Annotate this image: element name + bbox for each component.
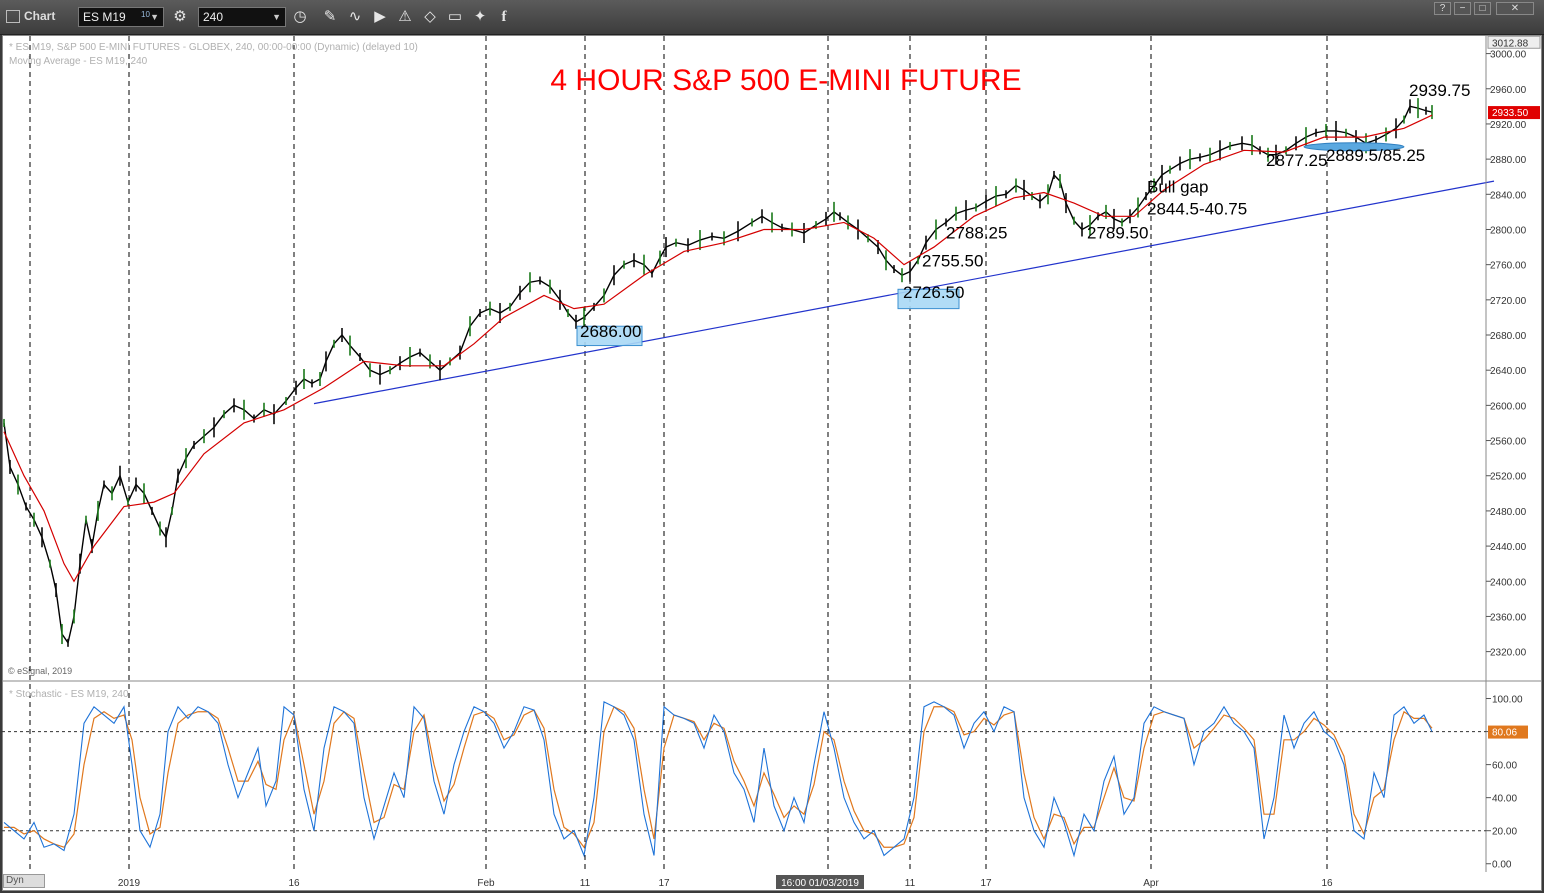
line-tool-icon[interactable]: ∿: [348, 8, 362, 25]
price-annotation: 2877.25: [1266, 151, 1327, 170]
stochastic-k-line: [3, 700, 1433, 858]
moving-average-line: [3, 114, 1433, 583]
x-tick-label: 17: [658, 878, 670, 889]
price-annotation: Bull gap: [1147, 178, 1208, 197]
top-price-label: 3012.88: [1492, 38, 1529, 49]
y-tick-label: 2960.00: [1490, 85, 1527, 96]
x-tick-label: 11: [580, 878, 591, 889]
symbol-superscript: 10: [141, 10, 150, 19]
highlight-ellipse: [1303, 142, 1405, 152]
settings-icon[interactable]: ⚙: [173, 8, 187, 25]
minimize-button[interactable]: −: [1454, 2, 1471, 15]
interval-value: 240: [203, 10, 224, 24]
grid-lines: [2, 36, 1542, 872]
help-button[interactable]: ?: [1434, 2, 1451, 15]
symbol-input[interactable]: ES M19 10 ▼: [78, 7, 164, 27]
y-tick-label: 2400.00: [1490, 577, 1527, 588]
y-tick-label: 2520.00: [1490, 472, 1527, 483]
dynamic-mode-button[interactable]: Dyn: [3, 874, 45, 888]
chevron-down-icon[interactable]: ▼: [272, 12, 281, 22]
y-tick-label: 2840.00: [1490, 190, 1527, 201]
app-name: Chart: [24, 9, 56, 23]
crosshair-date-label: 16:00 01/03/2019: [781, 878, 859, 889]
y-tick-label: 2760.00: [1490, 261, 1527, 272]
dyn-label: Dyn: [6, 875, 24, 886]
highlight-box: [576, 325, 643, 347]
stoch-last-value-box: [1488, 725, 1528, 739]
facebook-icon[interactable]: f: [501, 9, 507, 25]
price-layer: [3, 98, 1433, 647]
last-price-label: 2933.50: [1492, 108, 1529, 119]
close-button[interactable]: ✕: [1496, 2, 1534, 15]
maximize-button[interactable]: □: [1474, 2, 1491, 15]
x-tick-label: 11: [905, 878, 916, 889]
y-tick-label: 2600.00: [1490, 401, 1527, 412]
stoch-y-tick-label: 40.00: [1492, 794, 1517, 805]
stoch-y-tick-label: 20.00: [1492, 827, 1517, 838]
twitter-icon[interactable]: ✦: [473, 8, 487, 25]
stoch-last-value-label: 80.06: [1492, 728, 1517, 739]
highlight-box: [897, 288, 960, 310]
price-annotation: 2939.75: [1409, 81, 1470, 100]
y-tick-label: 2560.00: [1490, 437, 1527, 448]
pencil-icon[interactable]: ✎: [323, 8, 337, 25]
price-annotation: 2788.25: [946, 223, 1007, 242]
y-tick-label: 2440.00: [1490, 542, 1527, 553]
price-annotation: 2889.5/85.25: [1326, 146, 1425, 165]
play-icon[interactable]: ▶: [374, 8, 386, 25]
y-tick-label: 2480.00: [1490, 507, 1527, 518]
x-tick-label: 2019: [118, 878, 141, 889]
alert-icon[interactable]: ⚠: [398, 8, 412, 25]
comment-icon[interactable]: ▭: [447, 8, 463, 25]
copyright-label: © eSignal, 2019: [8, 666, 72, 676]
stochastic-label: * Stochastic - ES M19, 240: [9, 689, 129, 700]
stoch-y-tick-label: 0.00: [1492, 860, 1512, 871]
stoch-y-tick-label: 60.00: [1492, 761, 1517, 772]
chevron-down-icon[interactable]: ▼: [150, 12, 159, 22]
price-annotation: 2844.5-40.75: [1147, 200, 1247, 219]
chart-header-line1: * ES M19, S&P 500 E-MINI FUTURES - GLOBE…: [9, 42, 418, 53]
x-tick-label: Apr: [1143, 878, 1159, 889]
chart-frame: [2, 35, 1542, 891]
axes-layer: 2320.00 2360.00 2400.00 2440.00 2480.00 2520.…: [118, 35, 1541, 889]
x-tick-label: 16: [288, 878, 300, 889]
chart-header-line2: Moving Average - ES M19, 240: [9, 56, 148, 67]
y-tick-label: 2360.00: [1490, 612, 1527, 623]
clock-icon[interactable]: ◷: [293, 8, 307, 25]
x-tick-label: Feb: [477, 878, 495, 889]
x-tick-label: 17: [980, 878, 992, 889]
price-annotation: 2686.00: [580, 322, 641, 341]
y-tick-label: 2880.00: [1490, 155, 1527, 166]
y-tick-label: 2640.00: [1490, 366, 1527, 377]
price-annotation: 2789.50: [1087, 223, 1148, 242]
price-annotation: 2726.50: [903, 283, 964, 302]
price-series-line: [3, 105, 1433, 645]
chart-app-icon: [6, 10, 20, 23]
top-price-box: [1487, 35, 1541, 49]
y-tick-label: 2720.00: [1490, 296, 1527, 307]
y-tick-label: 2320.00: [1490, 648, 1527, 659]
crosshair-date-box: [776, 875, 864, 889]
last-price-box: [1488, 106, 1540, 120]
stochastic-d-line: [4, 705, 1433, 849]
y-tick-label: 2800.00: [1490, 225, 1527, 236]
y-tick-label: 2680.00: [1490, 331, 1527, 342]
stoch-y-tick-label: 100.00: [1492, 695, 1523, 706]
chart-title: 4 HOUR S&P 500 E-MINI FUTURE: [550, 64, 1021, 97]
x-tick-label: 16: [1321, 878, 1333, 889]
y-tick-label: 3000.00: [1490, 50, 1527, 61]
symbol-value: ES M19: [83, 10, 126, 24]
price-annotation: 2755.50: [922, 251, 983, 270]
y-tick-label: 2920.00: [1490, 120, 1527, 131]
window-titlebar: Chart ES M19 10 ▼ ⚙ 240 ▼ ◷ ✎ ∿ ▶ ⚠ ◇ ▭ …: [0, 0, 1544, 35]
interval-input[interactable]: 240 ▼: [198, 7, 286, 27]
tag-icon[interactable]: ◇: [424, 8, 436, 25]
